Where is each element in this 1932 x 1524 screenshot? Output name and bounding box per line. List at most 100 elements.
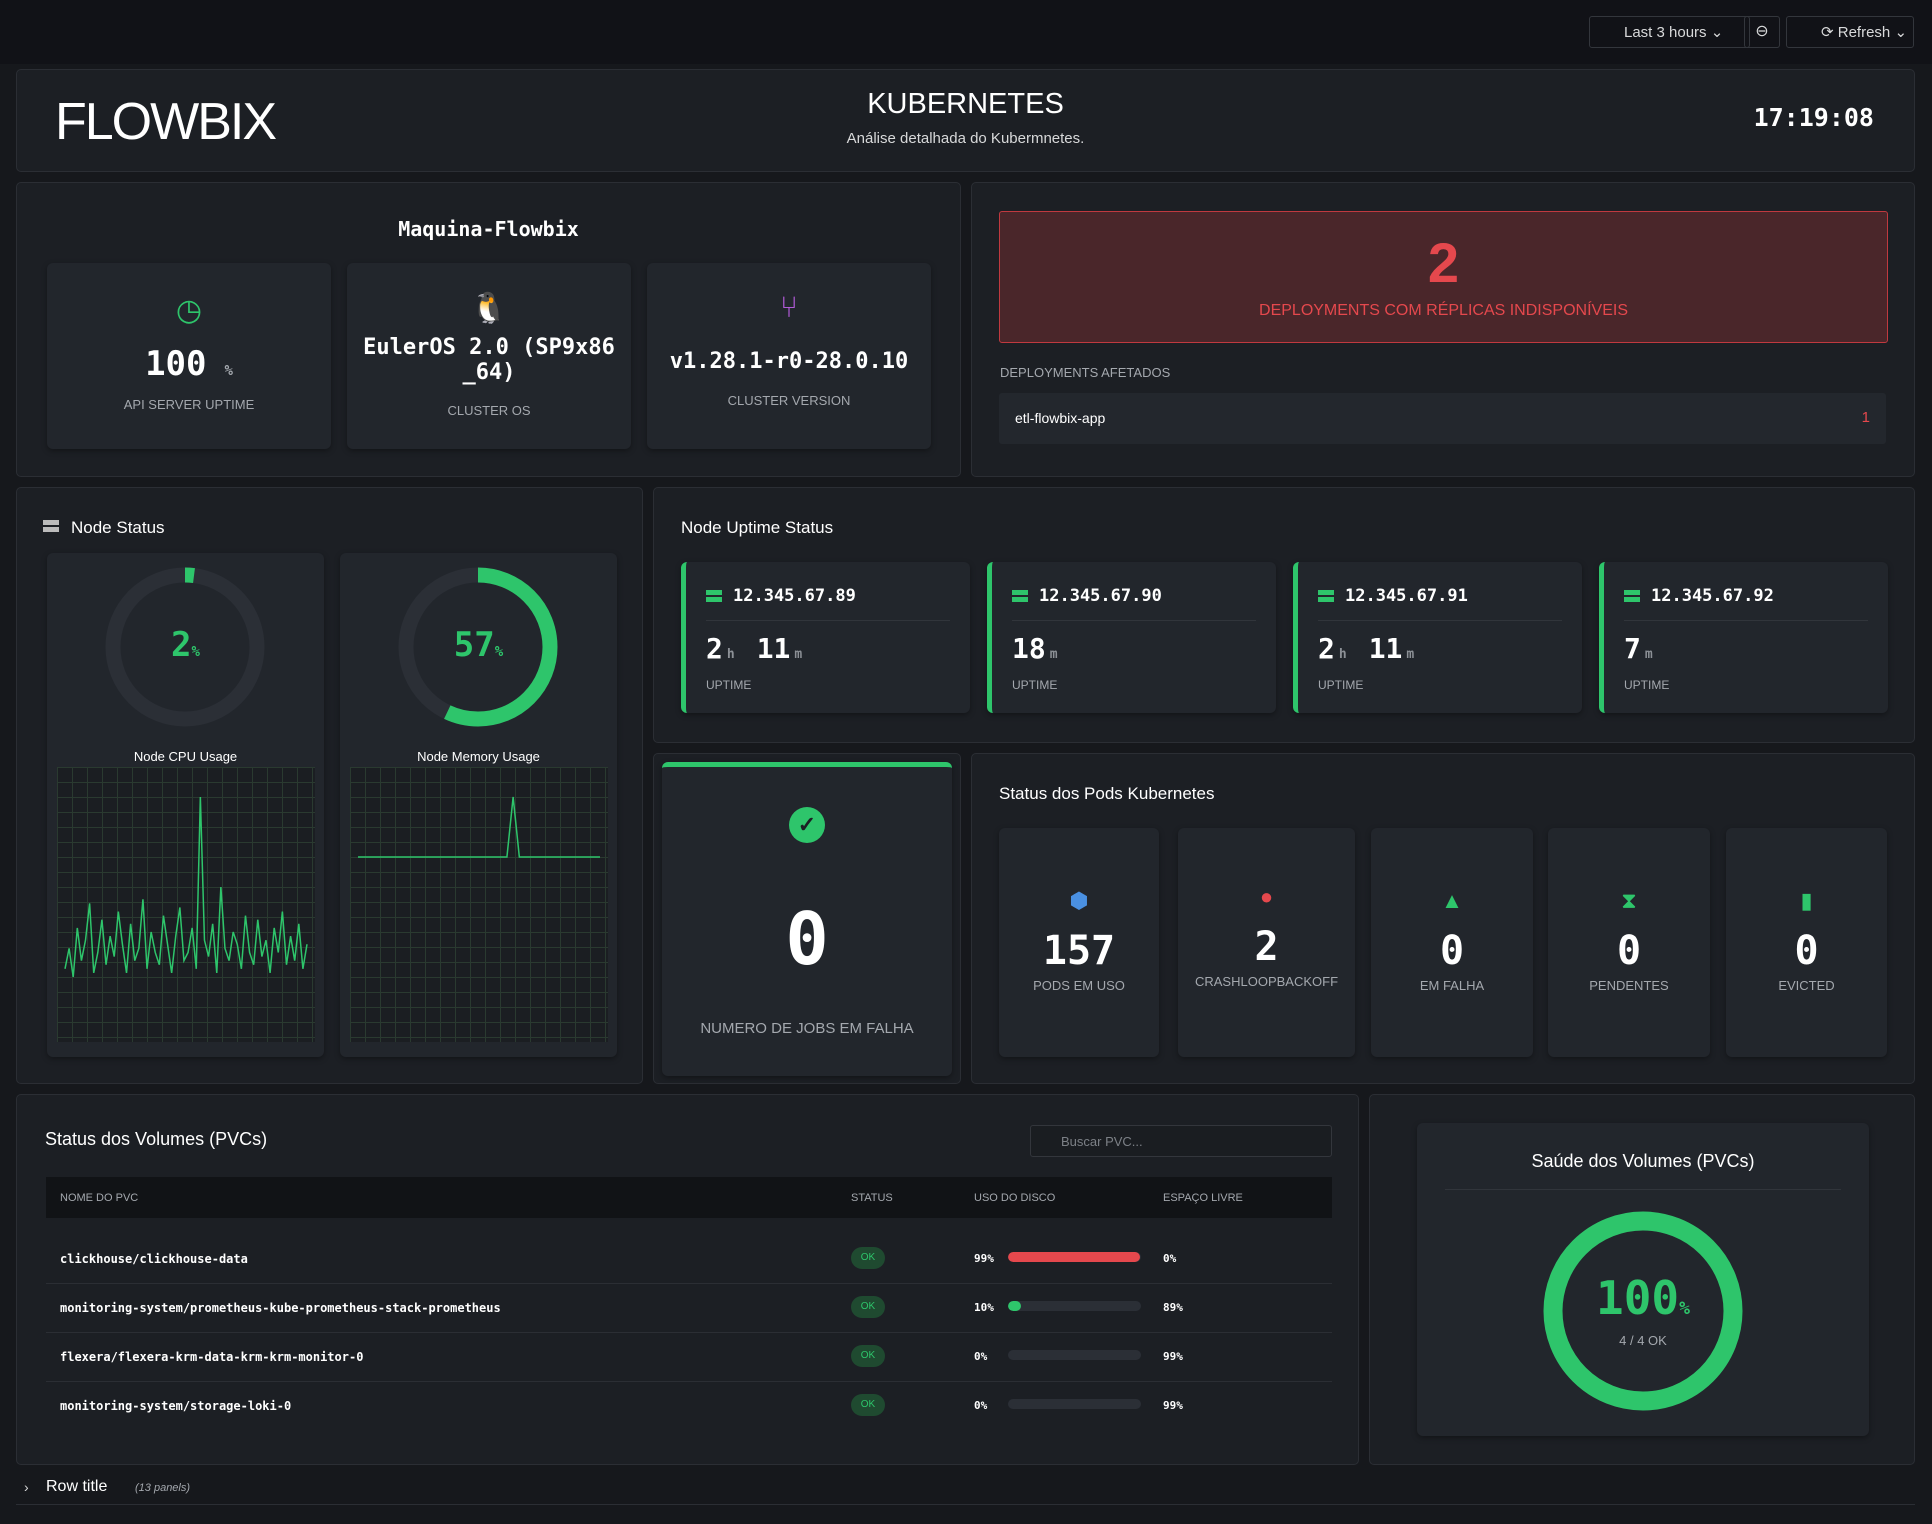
- node-ip: 12.345.67.91: [1345, 586, 1468, 606]
- uptime-unit: m: [1406, 647, 1415, 662]
- refresh-button[interactable]: ⟳ Refresh ⌄: [1786, 16, 1914, 48]
- stat-value: v1.28.1-r0-28.0.10: [647, 349, 931, 374]
- divider: [1445, 1189, 1841, 1190]
- node-ip: 12.345.67.90: [1039, 586, 1162, 606]
- gauge-arc: [398, 567, 558, 727]
- pod-label: PENDENTES: [1589, 978, 1669, 993]
- usage-track: [1008, 1252, 1141, 1262]
- uptime-label: UPTIME: [706, 678, 752, 692]
- pod-label: EVICTED: [1778, 978, 1835, 993]
- uptime-card: 12.345.67.92 7 m UPTIME: [1599, 562, 1888, 713]
- health-card: Saúde dos Volumes (PVCs) 100% 4 / 4 OK: [1417, 1123, 1869, 1436]
- icon: [1624, 590, 1640, 602]
- pvc-health-panel: Saúde dos Volumes (PVCs) 100% 4 / 4 OK: [1369, 1094, 1915, 1465]
- uptime-card: 12.345.67.91 2 h 11 m UPTIME: [1293, 562, 1582, 713]
- node-status-panel: Node Status 2% Node CPU Usage 57% Node Memor…: [16, 487, 643, 1084]
- stat-icon: ◷: [175, 294, 203, 327]
- status-badge: OK: [851, 1247, 885, 1269]
- usage-track: [1008, 1350, 1141, 1360]
- pod-card: ⧗ 0 PENDENTES: [1548, 828, 1710, 1057]
- uptime-value: 18 m: [1012, 632, 1080, 665]
- pods-title: Status dos Pods Kubernetes: [999, 784, 1215, 803]
- zoom-out[interactable]: ⊖: [1744, 16, 1780, 48]
- uptime-card: 12.345.67.89 2 h 11 m UPTIME: [681, 562, 970, 713]
- machine-panel: Maquina-Flowbix ◷ 100% API SERVER UPTIME 🐧 Eu…: [16, 182, 961, 477]
- pod-card: ▲ 0 EM FALHA: [1371, 828, 1533, 1057]
- gauge-card: 2% Node CPU Usage: [47, 553, 324, 1057]
- gauge-value: 57%: [340, 625, 617, 665]
- jobs-label: NUMERO DE JOBS EM FALHA: [700, 1020, 914, 1037]
- uptime-number: 18: [1012, 632, 1046, 665]
- column-header: USO DO DISCO: [974, 1192, 1056, 1204]
- time-range[interactable]: Last 3 hours: [1624, 24, 1707, 41]
- pod-value: 0: [1794, 928, 1819, 974]
- gauge-label: Node Memory Usage: [417, 749, 540, 764]
- health-value: 100%: [1417, 1271, 1869, 1325]
- affected-name: etl-flowbix-app: [1015, 410, 1106, 426]
- icon: [1318, 590, 1334, 602]
- pod-icon: ▮: [1800, 888, 1813, 913]
- uptime-label: UPTIME: [1318, 678, 1364, 692]
- usage-track: [1008, 1399, 1141, 1409]
- affected-count: 1: [1861, 409, 1870, 426]
- row-title: Row title: [46, 1478, 108, 1495]
- gauge-unit: %: [191, 644, 200, 660]
- affected-row: etl-flowbix-app 1: [999, 393, 1886, 444]
- uptime-number: 2: [1318, 632, 1335, 665]
- stat-card: ◷ 100% API SERVER UPTIME: [47, 263, 331, 449]
- free-label: 99%: [1163, 1350, 1183, 1363]
- pod-value: 157: [1042, 928, 1116, 974]
- stat-icon: ⑂: [780, 291, 798, 324]
- pod-label: EM FALHA: [1419, 978, 1485, 993]
- uptime-label: UPTIME: [1624, 678, 1670, 692]
- free-label: 0%: [1163, 1252, 1177, 1265]
- node-ip: 12.345.67.92: [1651, 586, 1774, 606]
- usage-bar: [1008, 1252, 1140, 1262]
- stat-unit: %: [224, 363, 233, 379]
- free-label: 89%: [1163, 1301, 1183, 1314]
- divider: [1624, 620, 1868, 621]
- gauge: [105, 567, 265, 727]
- pod-value: 0: [1616, 928, 1642, 974]
- subtitle: Análise detalhada do Kubermnetes.: [846, 130, 1085, 147]
- pod-card: ▮ 0 EVICTED: [1726, 828, 1887, 1057]
- icon: [706, 590, 722, 602]
- refresh-label[interactable]: Refresh: [1837, 24, 1891, 41]
- clock: 17:19:08: [1753, 103, 1874, 132]
- gauge-arc: [1543, 1211, 1743, 1411]
- icon: [1012, 590, 1028, 602]
- row-divider: [46, 1381, 1332, 1382]
- column-header: NOME DO PVC: [60, 1192, 139, 1204]
- pvc-title: Status dos Volumes (PVCs): [45, 1129, 268, 1149]
- row-header[interactable]: › Row title (13 panels): [16, 1472, 1915, 1505]
- row-panels: (13 panels): [135, 1482, 191, 1494]
- uptime-label: UPTIME: [1012, 678, 1058, 692]
- affected-title: DEPLOYMENTS AFETADOS: [1000, 365, 1171, 380]
- time-picker[interactable]: Last 3 hours ⌄: [1589, 16, 1750, 48]
- uptime-unit: m: [1644, 647, 1653, 662]
- free-label: 99%: [1163, 1399, 1183, 1412]
- uptime-panel: Node Uptime Status 12.345.67.89 2 h 11 m UPTIM…: [653, 487, 1915, 743]
- row-divider: [46, 1332, 1332, 1333]
- stat-number: v1.28.1-r0-28.0.10: [669, 349, 909, 374]
- gauge-label: Node CPU Usage: [133, 749, 238, 764]
- uptime-unit: h: [726, 647, 735, 662]
- pod-card: ● 2 CRASHLOOPBACKOFF: [1178, 828, 1355, 1057]
- uptime-value: 2 h 11 m: [1318, 632, 1436, 665]
- chevron: ›: [24, 1479, 29, 1495]
- search-box[interactable]: Buscar PVC...: [1030, 1125, 1332, 1157]
- row-divider: [46, 1283, 1332, 1284]
- search-placeholder: Buscar PVC...: [1061, 1134, 1143, 1149]
- jobs-card: ✓ 0 NUMERO DE JOBS EM FALHA: [662, 762, 952, 1076]
- usage-label: 0%: [974, 1399, 988, 1412]
- uptime-number: 11: [756, 632, 791, 665]
- pod-icon: ⬢: [1069, 888, 1089, 913]
- header-panel: FLOWBIX KUBERNETES Análise detalhada do Ku…: [16, 69, 1915, 172]
- stat-number: EulerOS 2.0 (SP9x86_64): [363, 335, 615, 386]
- sparkline-box: [350, 767, 608, 1042]
- jobs-value: 0: [785, 897, 829, 981]
- icon: [43, 520, 59, 532]
- stat-value: 100%: [47, 344, 331, 384]
- stat-label: API SERVER UPTIME: [123, 397, 255, 412]
